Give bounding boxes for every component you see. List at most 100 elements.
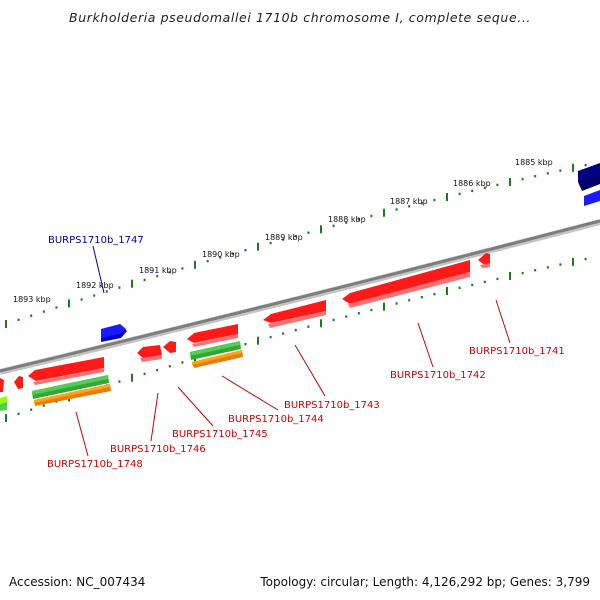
- gene-label-1742[interactable]: BURPS1710b_1742: [390, 370, 486, 381]
- gene-edge-left[interactable]: [0, 378, 7, 411]
- inner-tick: [131, 373, 133, 382]
- inner-tick: [282, 332, 285, 335]
- outer-tick: [143, 278, 146, 282]
- outer-tick: [433, 198, 436, 202]
- inner-tick: [257, 336, 259, 345]
- inner-tick: [332, 318, 335, 322]
- inner-tick: [584, 257, 587, 261]
- inner-tick: [496, 277, 499, 281]
- inner-tick: [345, 315, 348, 318]
- outer-tick: [584, 163, 587, 167]
- outer-tick: [80, 298, 83, 301]
- inner-tick: [521, 271, 524, 275]
- gene-1745-orange[interactable]: [192, 350, 243, 368]
- outer-tick: [496, 183, 499, 187]
- inner-tick: [546, 266, 549, 269]
- inner-tick: [370, 308, 373, 312]
- kbp-label-1893: 1893 kbp: [13, 295, 51, 304]
- outer-tick: [231, 252, 234, 255]
- outer-tick: [131, 279, 133, 288]
- outer-tick: [471, 189, 474, 193]
- gene-1741[interactable]: [478, 253, 490, 268]
- gene-label-1748[interactable]: BURPS1710b_1748: [47, 459, 143, 470]
- outer-tick: [534, 175, 537, 178]
- outer-tick: [408, 205, 411, 208]
- inner-tick: [307, 325, 310, 328]
- outer-tick: [395, 208, 398, 211]
- gene-label-1746[interactable]: BURPS1710b_1746: [110, 444, 206, 455]
- gene-label-1745[interactable]: BURPS1710b_1745: [172, 429, 268, 440]
- inner-tick: [383, 302, 385, 311]
- inner-tick: [118, 380, 121, 383]
- inner-tick: [30, 408, 33, 411]
- inner-tick: [471, 283, 474, 287]
- outer-tick: [509, 178, 511, 186]
- outer-tick: [294, 234, 297, 238]
- kbp-label-1886: 1886 kbp: [453, 179, 491, 188]
- outer-tick: [446, 193, 448, 201]
- kbp-label-1889: 1889 kbp: [265, 233, 303, 242]
- connector-1747: [92, 245, 105, 294]
- gene-1743[interactable]: [263, 300, 326, 328]
- gene-1748-orange[interactable]: [34, 384, 111, 406]
- inner-tick: [244, 343, 247, 346]
- gene-1747[interactable]: [101, 324, 127, 342]
- kbp-label-1887: 1887 kbp: [390, 197, 428, 206]
- inner-tick: [559, 263, 562, 266]
- inner-tick: [269, 335, 272, 339]
- kbp-label-1890: 1890 kbp: [202, 250, 240, 259]
- inner-tick: [294, 328, 297, 332]
- outer-tick: [206, 259, 209, 263]
- inner-tick: [143, 372, 146, 376]
- outer-tick: [357, 218, 360, 221]
- inner-tick: [483, 280, 486, 284]
- inner-tick: [572, 257, 574, 266]
- connector-1748: [75, 411, 89, 457]
- inner-tick: [5, 414, 7, 422]
- gene-1745-green[interactable]: [190, 341, 241, 360]
- outer-tick: [332, 224, 335, 228]
- inner-tick: [17, 412, 20, 415]
- connector-1741: [495, 299, 511, 344]
- inner-tick: [42, 404, 45, 407]
- inner-tick: [534, 269, 537, 272]
- gene-1740-blue[interactable]: [584, 190, 600, 206]
- map-title: Burkholderia pseudomallei 1710b chromoso…: [69, 10, 531, 25]
- outer-tick: [17, 318, 20, 321]
- connector-1746: [150, 392, 159, 442]
- outer-tick: [546, 172, 549, 175]
- outer-tick: [559, 169, 562, 172]
- connector-1745: [177, 386, 214, 427]
- kbp-label-1892: 1892 kbp: [76, 281, 114, 290]
- outer-tick: [105, 290, 108, 293]
- outer-tick: [572, 163, 574, 172]
- gene-label-1747[interactable]: BURPS1710b_1747: [48, 235, 144, 246]
- gene-label-1744[interactable]: BURPS1710b_1744: [228, 414, 324, 425]
- gene-1740-dark[interactable]: [578, 163, 600, 191]
- topology-text: Topology: circular; Length: 4,126,292 bp…: [260, 575, 590, 589]
- outer-tick: [168, 271, 171, 274]
- gene-1746[interactable]: [137, 341, 176, 362]
- gene-1748[interactable]: [28, 357, 104, 385]
- gene-1749[interactable]: [14, 376, 23, 389]
- inner-tick: [408, 299, 411, 302]
- gene-1748-green[interactable]: [32, 375, 109, 399]
- gene-label-1743[interactable]: BURPS1710b_1743: [284, 400, 380, 411]
- connector-1744: [221, 375, 279, 411]
- gene-1742[interactable]: [342, 260, 470, 308]
- outer-tick: [68, 299, 70, 308]
- inner-tick: [458, 286, 461, 290]
- outer-tick: [181, 267, 184, 270]
- outer-tick: [307, 231, 310, 234]
- kbp-label-1885: 1885 kbp: [515, 158, 553, 167]
- gene-label-1741[interactable]: BURPS1710b_1741: [469, 346, 565, 357]
- inner-tick: [357, 312, 360, 315]
- inner-tick: [395, 302, 398, 305]
- kbp-label-1888: 1888 kbp: [328, 215, 366, 224]
- gene-1744[interactable]: [187, 324, 238, 347]
- outer-tick: [269, 241, 272, 245]
- outer-tick: [257, 242, 259, 251]
- accession-text: Accession: NC_007434: [9, 575, 146, 589]
- kbp-label-1891: 1891 kbp: [139, 266, 177, 275]
